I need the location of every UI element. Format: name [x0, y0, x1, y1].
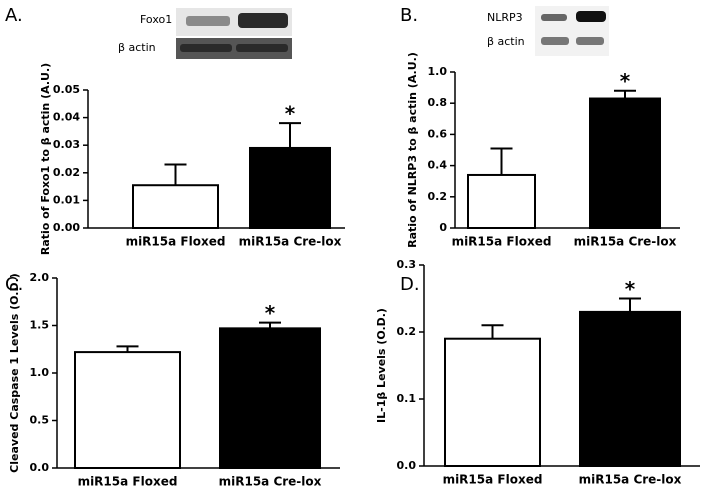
blot-label: NLRP3: [487, 11, 523, 24]
y-axis-label: Ratio of Foxo1 to β actin (A.U.): [39, 63, 52, 255]
blot-label: β actin: [487, 35, 525, 48]
y-tick-label: 0.01: [53, 193, 80, 206]
y-tick-label: 0.02: [53, 166, 80, 179]
y-tick-label: 0.0: [397, 459, 417, 472]
y-tick-label: 0.03: [53, 138, 80, 151]
y-tick-label: 0.1: [397, 392, 417, 405]
x-tick-label: miR15a Cre-lox: [239, 235, 342, 249]
x-tick-label: miR15a Cre-lox: [219, 475, 322, 489]
y-tick-label: 1.5: [30, 319, 50, 332]
y-axis-label: Ratio of NLRP3 to β actin (A.U.): [406, 52, 419, 248]
significance-marker: *: [620, 69, 631, 93]
blot-b: [535, 6, 609, 56]
significance-marker: *: [625, 277, 636, 301]
bar: [249, 146, 331, 230]
y-tick-label: 0.2: [397, 325, 417, 338]
y-tick-label: 0.6: [428, 127, 448, 140]
bar: [467, 173, 536, 230]
y-tick-label: 0.0: [30, 461, 50, 474]
bar: [444, 337, 541, 468]
panel-label: C.: [5, 274, 23, 295]
panel-label: B.: [400, 5, 418, 26]
y-tick-label: 0.8: [428, 96, 448, 109]
y-tick-label: 0: [439, 221, 447, 234]
blot-label: β actin: [118, 41, 156, 54]
x-tick-label: miR15a Floxed: [443, 473, 543, 487]
y-axis-label: Cleaved Caspase 1 Levels (O.D.): [8, 273, 21, 473]
x-tick-label: miR15a Floxed: [126, 235, 226, 249]
y-tick-label: 0.5: [30, 414, 50, 427]
panel-label: A.: [5, 5, 23, 26]
bar: [589, 97, 661, 229]
y-axis-label: IL-1β Levels (O.D.): [375, 308, 388, 423]
panel-label: D.: [400, 274, 420, 295]
blot-label: Foxo1: [140, 13, 172, 26]
y-tick-label: 0.3: [397, 258, 417, 271]
significance-marker: *: [265, 301, 276, 325]
x-tick-label: miR15a Cre-lox: [579, 473, 682, 487]
y-tick-label: 2.0: [30, 271, 50, 284]
y-tick-label: 0.04: [53, 111, 80, 124]
y-tick-label: 0.2: [428, 190, 448, 203]
y-tick-label: 1.0: [30, 366, 50, 379]
y-tick-label: 0.00: [53, 221, 80, 234]
x-tick-label: miR15a Floxed: [78, 475, 178, 489]
y-tick-label: 1.0: [428, 65, 448, 78]
significance-marker: *: [285, 102, 296, 126]
bar: [579, 310, 681, 467]
bar: [219, 327, 321, 469]
bar: [132, 184, 219, 229]
blot-a: [176, 8, 292, 59]
y-tick-label: 0.4: [428, 159, 448, 172]
bar: [74, 351, 181, 470]
x-tick-label: miR15a Floxed: [452, 235, 552, 249]
x-tick-label: miR15a Cre-lox: [574, 235, 677, 249]
y-tick-label: 0.05: [53, 83, 80, 96]
